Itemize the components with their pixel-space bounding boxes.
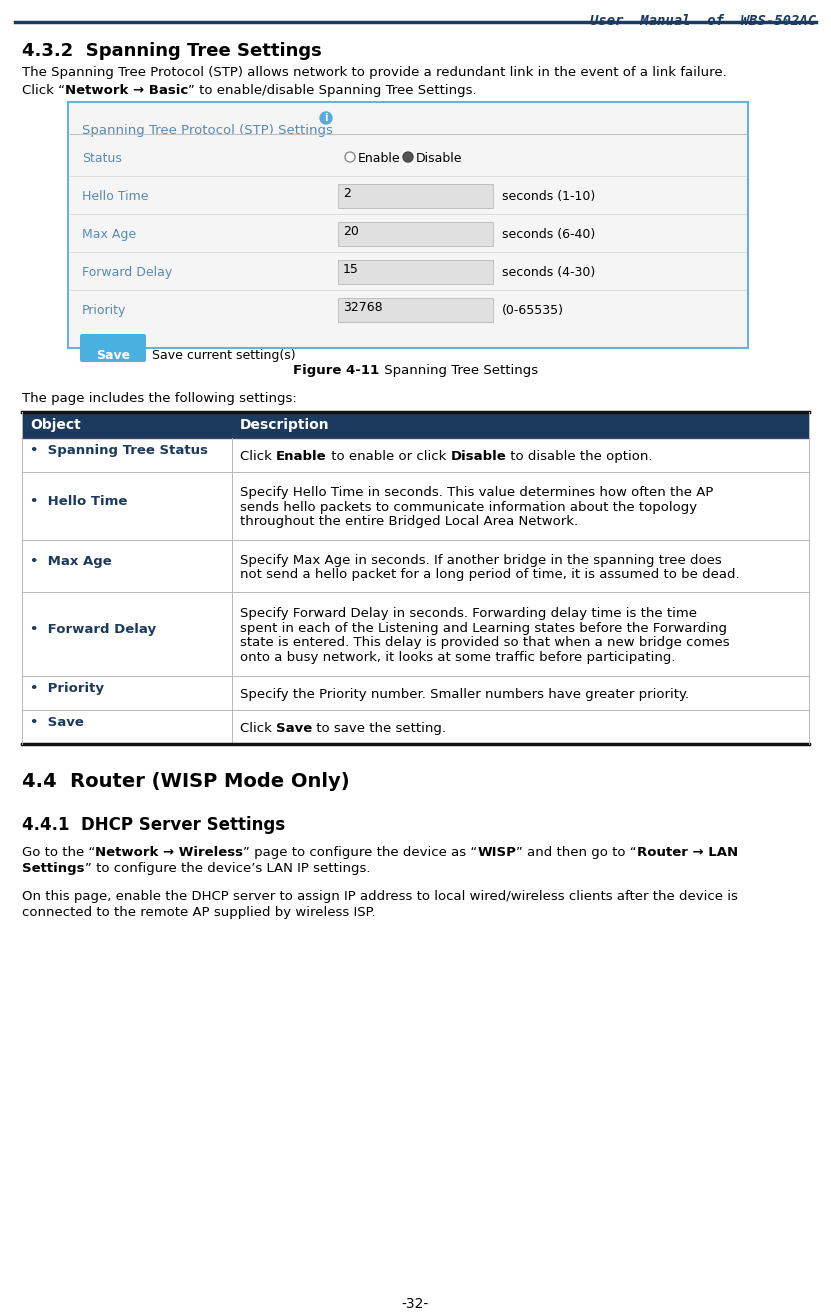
Text: ” page to configure the device as “: ” page to configure the device as “: [243, 846, 478, 859]
Text: ” to configure the device’s LAN IP settings.: ” to configure the device’s LAN IP setti…: [85, 863, 370, 874]
Text: Priority: Priority: [82, 304, 126, 317]
Text: 32768: 32768: [343, 301, 382, 314]
Text: Go to the “: Go to the “: [22, 846, 96, 859]
Text: Specify Max Age in seconds. If another bridge in the spanning tree does: Specify Max Age in seconds. If another b…: [240, 554, 722, 567]
Text: On this page, enable the DHCP server to assign IP address to local wired/wireles: On this page, enable the DHCP server to …: [22, 890, 738, 903]
Text: throughout the entire Bridged Local Area Network.: throughout the entire Bridged Local Area…: [240, 515, 578, 529]
Text: onto a busy network, it looks at some traffic before participating.: onto a busy network, it looks at some tr…: [240, 651, 676, 664]
Text: •  Hello Time: • Hello Time: [30, 494, 127, 508]
Text: Enable: Enable: [358, 153, 401, 164]
Text: Network → Wireless: Network → Wireless: [96, 846, 243, 859]
Text: Forward Delay: Forward Delay: [82, 266, 172, 279]
Text: •  Max Age: • Max Age: [30, 555, 111, 568]
Text: Specify Hello Time in seconds. This value determines how often the AP: Specify Hello Time in seconds. This valu…: [240, 487, 713, 500]
Bar: [22, 438, 809, 472]
Circle shape: [403, 153, 413, 162]
FancyBboxPatch shape: [80, 334, 146, 362]
Text: spent in each of the Listening and Learning states before the Forwarding: spent in each of the Listening and Learn…: [240, 622, 727, 635]
Text: to disable the option.: to disable the option.: [506, 450, 652, 463]
Text: User  Manual  of  WBS-502AC: User Manual of WBS-502AC: [590, 14, 816, 28]
Text: Disable: Disable: [450, 450, 506, 463]
Text: Save: Save: [276, 722, 312, 735]
Bar: [22, 710, 809, 744]
Bar: [338, 260, 493, 284]
Bar: [22, 472, 809, 540]
Text: connected to the remote AP supplied by wireless ISP.: connected to the remote AP supplied by w…: [22, 906, 376, 919]
Text: •  Save: • Save: [30, 715, 84, 729]
Text: Click: Click: [240, 722, 276, 735]
Text: 4.3.2  Spanning Tree Settings: 4.3.2 Spanning Tree Settings: [22, 42, 322, 60]
Text: Save current setting(s): Save current setting(s): [152, 348, 296, 362]
Text: Specify Forward Delay in seconds. Forwarding delay time is the time: Specify Forward Delay in seconds. Forwar…: [240, 608, 697, 619]
Text: •  Priority: • Priority: [30, 681, 104, 694]
Text: Settings: Settings: [22, 863, 85, 874]
Text: Specify the Priority number. Smaller numbers have greater priority.: Specify the Priority number. Smaller num…: [240, 688, 689, 701]
Circle shape: [345, 153, 355, 162]
Text: Object: Object: [30, 418, 81, 433]
Text: Save: Save: [96, 348, 130, 362]
Text: sends hello packets to communicate information about the topology: sends hello packets to communicate infor…: [240, 501, 697, 514]
Text: i: i: [324, 113, 327, 124]
Text: The page includes the following settings:: The page includes the following settings…: [22, 392, 297, 405]
Text: state is entered. This delay is provided so that when a new bridge comes: state is entered. This delay is provided…: [240, 636, 730, 650]
Text: Router → LAN: Router → LAN: [637, 846, 738, 859]
Text: Click “: Click “: [22, 84, 65, 97]
Text: to save the setting.: to save the setting.: [312, 722, 446, 735]
Text: The Spanning Tree Protocol (STP) allows network to provide a redundant link in t: The Spanning Tree Protocol (STP) allows …: [22, 66, 727, 79]
Bar: [338, 184, 493, 208]
Bar: [22, 676, 809, 710]
Text: -32-: -32-: [402, 1297, 429, 1311]
Text: not send a hello packet for a long period of time, it is assumed to be dead.: not send a hello packet for a long perio…: [240, 568, 740, 581]
FancyBboxPatch shape: [68, 103, 748, 348]
Text: Network → Basic: Network → Basic: [65, 84, 189, 97]
Text: to enable or click: to enable or click: [327, 450, 450, 463]
Bar: [22, 412, 809, 438]
Text: WISP: WISP: [478, 846, 517, 859]
Text: •  Forward Delay: • Forward Delay: [30, 622, 156, 635]
Text: 4.4.1  DHCP Server Settings: 4.4.1 DHCP Server Settings: [22, 817, 285, 834]
Text: (0-65535): (0-65535): [502, 304, 564, 317]
Text: Hello Time: Hello Time: [82, 189, 149, 203]
Text: seconds (1-10): seconds (1-10): [502, 189, 595, 203]
Circle shape: [320, 112, 332, 124]
Text: Spanning Tree Settings: Spanning Tree Settings: [380, 364, 538, 377]
Text: Click: Click: [240, 450, 276, 463]
Text: Disable: Disable: [416, 153, 463, 164]
Text: seconds (4-30): seconds (4-30): [502, 266, 595, 279]
Text: seconds (6-40): seconds (6-40): [502, 227, 595, 241]
Bar: [22, 540, 809, 592]
Text: Max Age: Max Age: [82, 227, 136, 241]
Text: Description: Description: [240, 418, 330, 433]
Text: Figure 4-11: Figure 4-11: [293, 364, 380, 377]
Text: Enable: Enable: [276, 450, 327, 463]
Text: 15: 15: [343, 263, 359, 276]
Text: ” and then go to “: ” and then go to “: [517, 846, 637, 859]
Bar: [338, 299, 493, 322]
Text: 2: 2: [343, 187, 351, 200]
Text: Status: Status: [82, 153, 122, 164]
Text: 4.4  Router (WISP Mode Only): 4.4 Router (WISP Mode Only): [22, 772, 350, 792]
Bar: [22, 592, 809, 676]
Text: Spanning Tree Protocol (STP) Settings: Spanning Tree Protocol (STP) Settings: [82, 124, 333, 137]
Bar: [338, 222, 493, 246]
Text: 20: 20: [343, 225, 359, 238]
Text: •  Spanning Tree Status: • Spanning Tree Status: [30, 443, 208, 456]
Text: ” to enable/disable Spanning Tree Settings.: ” to enable/disable Spanning Tree Settin…: [189, 84, 477, 97]
